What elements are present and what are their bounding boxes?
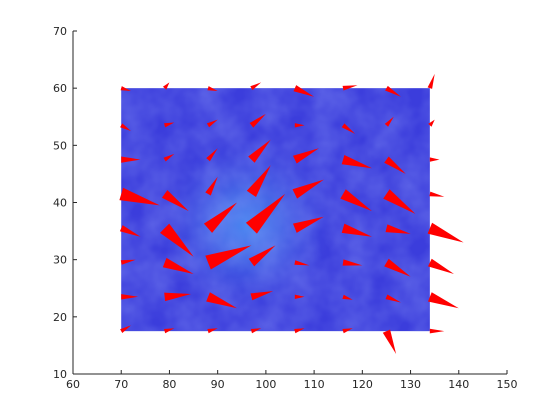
vector-arrow (294, 123, 305, 128)
vector-arrow (207, 86, 218, 91)
vector-arrow (341, 123, 356, 134)
vector-arrow (342, 259, 363, 266)
y-tick-label: 30 (53, 254, 67, 267)
vector-arrow (429, 157, 440, 162)
vector-arrow (164, 328, 175, 334)
vector-arrow (341, 223, 372, 237)
vector-arrow (248, 139, 271, 163)
y-tick-label: 20 (53, 311, 67, 324)
vector-arrow (161, 190, 189, 212)
vector-arrow (250, 328, 262, 334)
vector-arrow (384, 258, 411, 277)
vector-arrow (205, 176, 218, 196)
vector-arrow (205, 245, 252, 270)
vector-arrow (121, 156, 141, 163)
vector-arrow (120, 325, 131, 333)
vector-arrow (428, 258, 454, 274)
x-tick-label: 130 (400, 378, 421, 391)
vector-arrow (120, 259, 136, 265)
x-tick-label: 80 (162, 378, 176, 391)
vector-arrow (206, 148, 218, 162)
vector-arrow (293, 85, 315, 97)
x-tick-label: 90 (211, 378, 225, 391)
vector-arrow (384, 116, 394, 127)
vector-arrow (119, 187, 160, 206)
vector-arrow (203, 202, 237, 233)
vector-arrow (120, 123, 131, 131)
vector-arrow (294, 260, 310, 266)
vector-arrow (385, 224, 411, 234)
x-tick-label: 120 (352, 378, 373, 391)
vector-arrow (207, 328, 218, 334)
vector-arrow (119, 225, 141, 237)
y-tick-label: 10 (53, 368, 67, 381)
vector-arrow (427, 73, 435, 89)
x-tick-label: 100 (255, 378, 276, 391)
vector-arrow (245, 193, 286, 234)
vector-arrow (428, 292, 459, 309)
vector-arrow (206, 292, 237, 309)
vector-arrow (428, 119, 435, 127)
arrow-series (119, 73, 464, 354)
vector-arrow (385, 294, 401, 303)
vector-arrow (292, 179, 324, 199)
vector-arrow (120, 86, 131, 91)
surface-field (121, 88, 430, 332)
vector-arrow (250, 291, 274, 301)
vector-arrow (164, 292, 192, 302)
vector-arrow (427, 222, 464, 243)
vector-arrow (294, 294, 305, 299)
x-tick-label: 150 (497, 378, 518, 391)
surface-texture (121, 88, 430, 332)
vector-arrow (121, 294, 139, 300)
vector-arrow (342, 328, 353, 334)
vector-arrow (246, 165, 271, 197)
x-tick-label: 140 (448, 378, 469, 391)
vector-arrow (293, 148, 319, 164)
axes: 60 70 80 90 100 110 120 130 140 150 10 20 30 40 50 60 70 (53, 25, 518, 391)
x-tick-label: 60 (66, 378, 80, 391)
vector-arrow (341, 155, 372, 169)
vector-arrow (162, 82, 170, 90)
vector-arrow (249, 113, 266, 128)
vector-arrow (383, 189, 416, 214)
vector-arrow (384, 156, 406, 174)
y-tick-label: 70 (53, 25, 67, 38)
vector-arrow (248, 245, 276, 267)
vector-arrow (385, 85, 401, 97)
vector-arrow (342, 85, 358, 91)
vector-arrow (429, 191, 445, 197)
vector-arrow (250, 82, 262, 91)
vector-arrow (206, 119, 218, 128)
vector-arrow (340, 189, 372, 212)
y-tick-label: 40 (53, 197, 67, 210)
x-tick-label: 70 (114, 378, 128, 391)
vector-arrow (294, 328, 305, 334)
vector-arrow (382, 329, 397, 354)
vector-arrow (293, 216, 324, 233)
vector-arrow (429, 328, 445, 334)
y-tick-label: 50 (53, 139, 67, 152)
vector-arrow (162, 257, 194, 274)
x-tick-label: 110 (304, 378, 325, 391)
y-tick-label: 60 (53, 82, 67, 95)
vector-arrow (164, 122, 175, 128)
vector-arrow (342, 294, 353, 300)
vector-arrow (163, 153, 175, 162)
vector-arrow (160, 223, 194, 257)
